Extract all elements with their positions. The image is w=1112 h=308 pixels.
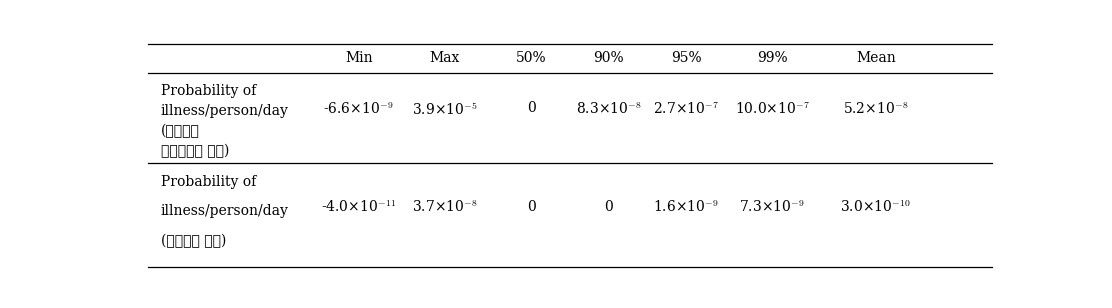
Text: 3.0×10$^{-10}$: 3.0×10$^{-10}$: [841, 200, 911, 216]
Text: 2.7×10$^{-7}$: 2.7×10$^{-7}$: [653, 101, 719, 117]
Text: -4.0×10$^{-11}$: -4.0×10$^{-11}$: [321, 200, 396, 216]
Text: 7.3×10$^{-9}$: 7.3×10$^{-9}$: [739, 200, 805, 216]
Text: 십취빈도만 고려): 십취빈도만 고려): [160, 144, 229, 159]
Text: illness/person/day: illness/person/day: [160, 104, 288, 118]
Text: Probability of: Probability of: [160, 175, 256, 188]
Text: 50%: 50%: [516, 51, 546, 65]
Text: 8.3×10$^{-8}$: 8.3×10$^{-8}$: [576, 101, 642, 117]
Text: Mean: Mean: [856, 51, 895, 65]
Text: 0: 0: [527, 200, 536, 214]
Text: Probability of: Probability of: [160, 84, 256, 98]
Text: illness/person/day: illness/person/day: [160, 204, 288, 218]
Text: Min: Min: [345, 51, 373, 65]
Text: 0: 0: [604, 200, 613, 214]
Text: 3.9×10$^{-5}$: 3.9×10$^{-5}$: [411, 101, 478, 118]
Text: 0: 0: [527, 101, 536, 116]
Text: 90%: 90%: [594, 51, 624, 65]
Text: 10.0×10$^{-7}$: 10.0×10$^{-7}$: [735, 101, 810, 117]
Text: 3.7×10$^{-8}$: 3.7×10$^{-8}$: [411, 200, 478, 216]
Text: 5.2×10$^{-8}$: 5.2×10$^{-8}$: [843, 101, 909, 117]
Text: (조리방법 고려): (조리방법 고려): [160, 234, 226, 248]
Text: -6.6×10$^{-9}$: -6.6×10$^{-9}$: [324, 101, 394, 117]
Text: 99%: 99%: [757, 51, 787, 65]
Text: 1.6×10$^{-9}$: 1.6×10$^{-9}$: [653, 200, 719, 216]
Text: 95%: 95%: [671, 51, 702, 65]
Text: Max: Max: [429, 51, 460, 65]
Text: (십취량과: (십취량과: [160, 124, 199, 139]
